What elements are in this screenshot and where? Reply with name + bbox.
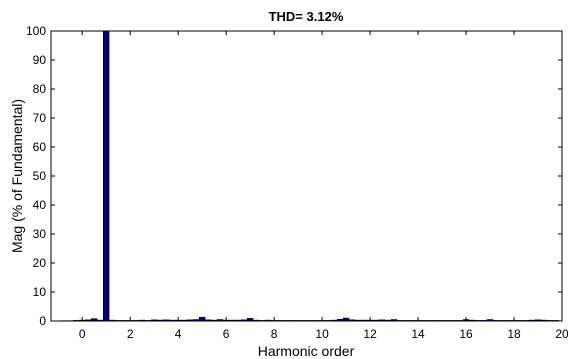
bar (103, 30, 110, 322)
x-tick-label: 18 (507, 327, 521, 341)
x-tick-label: 14 (411, 327, 425, 341)
y-tick-label: 90 (33, 53, 47, 67)
x-tick-label: 4 (175, 327, 182, 341)
plot-area: 0 10 20 30 40 50 60 70 80 90 100 0 2 4 6 8 10 12 14 16 18 20 (26, 24, 568, 341)
chart-title: THD= 3.12% (269, 9, 344, 24)
bar (198, 316, 206, 322)
y-tick-label: 20 (33, 256, 47, 270)
x-axis-label: Harmonic order (258, 343, 355, 359)
y-tick-label: 80 (33, 82, 47, 96)
plot-frame (50, 30, 563, 322)
x-tick-label: 2 (127, 327, 134, 341)
y-tick-label: 70 (33, 111, 47, 125)
x-tick-label: 10 (315, 327, 329, 341)
y-tick-label: 0 (39, 314, 46, 328)
x-tick-label: 16 (459, 327, 473, 341)
y-tick-label: 60 (33, 140, 47, 154)
x-tick-label: 8 (271, 327, 278, 341)
y-tick-label: 40 (33, 198, 47, 212)
x-tick-label: 20 (555, 327, 568, 341)
x-tick-label: 6 (223, 327, 230, 341)
x-tick-label: 0 (79, 327, 86, 341)
y-tick-label: 10 (33, 285, 47, 299)
y-tick-label: 100 (26, 24, 46, 38)
x-tick-label: 12 (363, 327, 377, 341)
y-tick-label: 30 (33, 227, 47, 241)
y-axis-label: Mag (% of Fundamental) (9, 99, 25, 253)
y-tick-label: 50 (33, 169, 47, 183)
